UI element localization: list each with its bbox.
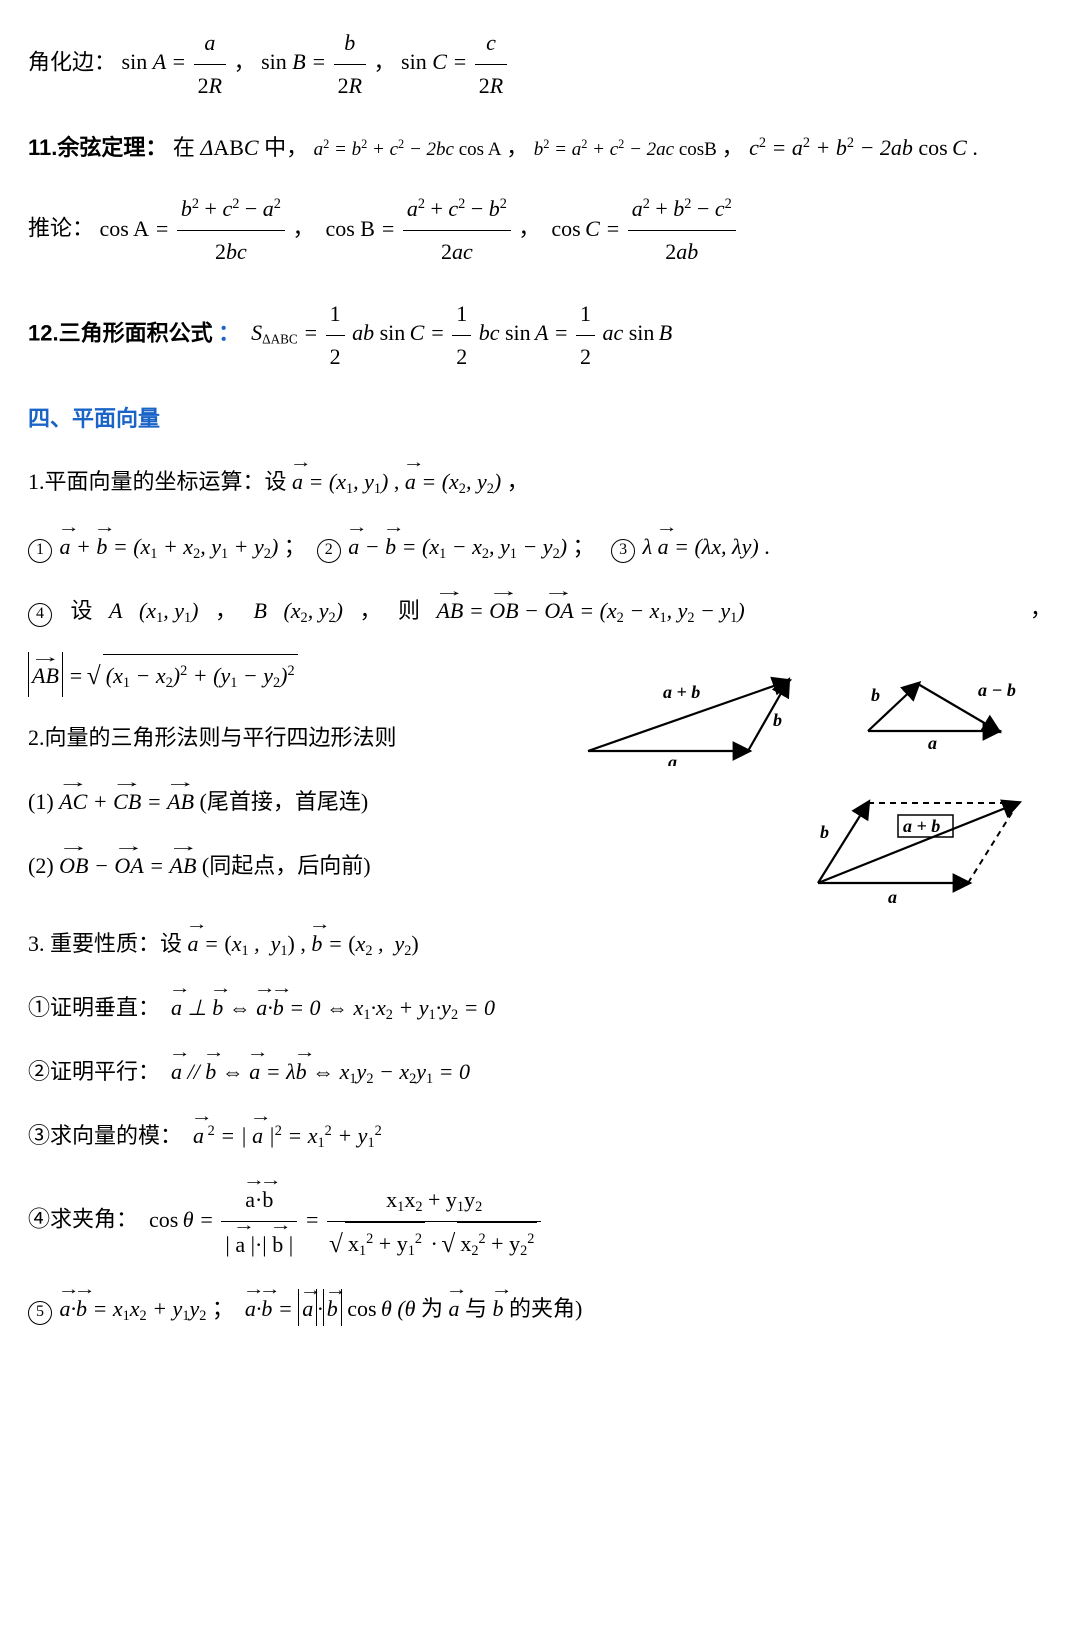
- item-4-icon: 4: [28, 603, 52, 627]
- cosine-a: a2 = b2 + c2 − 2bc cos A: [314, 139, 507, 160]
- figure-triangle-rules: a b a + b a b a − b: [568, 656, 1048, 766]
- svg-text:a: a: [888, 887, 897, 907]
- cosine-c: c2 = a2 + b2 − 2ab cos C: [749, 135, 972, 160]
- svg-text:a: a: [668, 752, 677, 766]
- heading-12-colon: ：: [218, 320, 240, 345]
- p1-row4a: 4 设 A (x1, y1) ， B (x2, y2) ， 则 AB = OB …: [28, 588, 1052, 632]
- row-angle-to-side: 角化边： sin A = a2R ， sin B = b2R ， sin C =…: [28, 22, 1052, 107]
- p3-item5: 5 a·b = x1x2 + y1y2 ； a·b = a·b cos θ (θ…: [28, 1286, 1052, 1330]
- text: ，: [234, 49, 256, 74]
- svg-text:a: a: [928, 733, 937, 753]
- item-5-icon: 5: [28, 1301, 52, 1325]
- heading-12: 12.三角形面积公式: [28, 320, 213, 345]
- text: 角化边：: [28, 49, 116, 74]
- formula-sinB: sin B = b2R: [261, 49, 373, 74]
- p3-item1: ①证明垂直： a ⊥ b ⇔ a·b = 0 ⇔ x1·x2 + y1·y2 =…: [28, 985, 1052, 1029]
- svg-text:b: b: [773, 710, 782, 730]
- p3-title: 3. 重要性质：设 a = (x1 , y1) , b = (x2 , y2): [28, 921, 1052, 965]
- svg-text:b: b: [871, 685, 880, 705]
- cosA-frac: cos A = b2 + c2 − a2 2bc: [100, 216, 293, 241]
- svg-text:a + b: a + b: [903, 816, 940, 836]
- figure-parallelogram: a b a + b: [788, 773, 1048, 913]
- cosine-b: b2 = a2 + c2 − 2ac cosB: [534, 139, 722, 160]
- section-4-title: 四、平面向量: [28, 398, 1052, 440]
- item-1-icon: 1: [28, 539, 52, 563]
- heading-11: 11.余弦定理：: [28, 135, 167, 160]
- svg-tri-add-sub: a b a + b a b a − b: [568, 656, 1048, 766]
- p3-item3: ③求向量的模： a 2 = | a |2 = x12 + y12: [28, 1113, 1052, 1157]
- svg-parallelogram: a b a + b: [788, 773, 1048, 913]
- row-corollary: 推论： cos A = b2 + c2 − a2 2bc ， cos B = a…: [28, 188, 1052, 273]
- item-3-icon: 3: [611, 539, 635, 563]
- p1-row2: 1 a + b = (x1 + x2, y1 + y2) ； 2 a − b =…: [28, 524, 1052, 568]
- row-area: 12.三角形面积公式 ： SΔABC = 12 ab sin C = 12 bc…: [28, 293, 1052, 378]
- text: ，: [374, 49, 396, 74]
- p3-item2: ②证明平行： a // b ⇔ a = λb ⇔ x1y2 − x2y1 = 0: [28, 1049, 1052, 1093]
- formula-sinC: sin C = c2R: [401, 49, 509, 74]
- area-formula: SΔABC = 12 ab sin C = 12 bc sin A = 12 a…: [251, 320, 672, 345]
- row-cosine-law: 11.余弦定理： 在 ΔABC 中， a2 = b2 + c2 − 2bc co…: [28, 127, 1052, 169]
- p3-item4: ④求夹角： cos θ = a·b | a |·| b | = x1x2 + y…: [28, 1177, 1052, 1266]
- item-2-icon: 2: [317, 539, 341, 563]
- svg-text:a + b: a + b: [663, 682, 700, 702]
- cosC-frac: cos C = a2 + b2 − c2 2ab: [551, 216, 737, 241]
- svg-text:b: b: [820, 822, 829, 842]
- p1-row1: 1.平面向量的坐标运算：设 a = (x1, y1) , a = (x2, y2…: [28, 459, 1052, 503]
- formula-sinA: sin A = a2R: [122, 49, 234, 74]
- svg-text:a − b: a − b: [978, 680, 1016, 700]
- cosB-frac: cos B = a2 + c2 − b2 2ac: [325, 216, 518, 241]
